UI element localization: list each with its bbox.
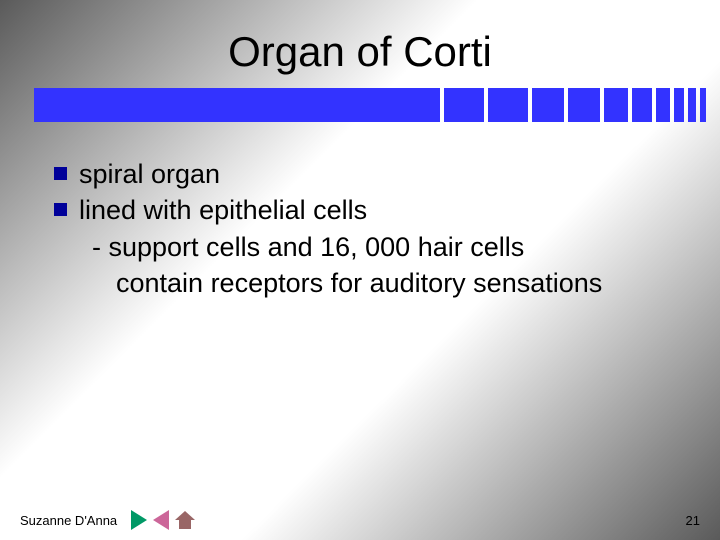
accent-bar-box	[674, 88, 684, 122]
bullet-item: lined with epithelial cells	[54, 192, 702, 228]
slide: Organ of Corti spiral organ lined with e…	[0, 0, 720, 540]
bullet-marker-icon	[54, 167, 67, 180]
bullet-text: lined with epithelial cells	[79, 192, 367, 228]
bullet-marker-icon	[54, 203, 67, 216]
accent-bar-box	[688, 88, 696, 122]
accent-bar-boxes	[440, 88, 706, 122]
accent-bar	[34, 88, 686, 122]
accent-bar-box	[568, 88, 600, 122]
accent-bar-box	[604, 88, 628, 122]
slide-title: Organ of Corti	[0, 28, 720, 76]
accent-bar-box	[532, 88, 564, 122]
slide-footer: Suzanne D'Anna 21	[20, 510, 700, 530]
accent-bar-box	[488, 88, 528, 122]
accent-bar-box	[700, 88, 706, 122]
home-icon[interactable]	[175, 511, 195, 529]
author-label: Suzanne D'Anna	[20, 513, 117, 528]
bullet-item: spiral organ	[54, 156, 702, 192]
nav-icons	[131, 510, 195, 530]
accent-bar-solid	[34, 88, 440, 122]
footer-left: Suzanne D'Anna	[20, 510, 195, 530]
bullet-text: spiral organ	[79, 156, 220, 192]
page-number: 21	[686, 513, 700, 528]
accent-bar-box	[632, 88, 652, 122]
subline-text: - support cells and 16, 000 hair cells	[54, 229, 702, 265]
slide-body: spiral organ lined with epithelial cells…	[54, 156, 702, 302]
accent-bar-box	[444, 88, 484, 122]
next-icon[interactable]	[131, 510, 147, 530]
prev-icon[interactable]	[153, 510, 169, 530]
accent-bar-box	[656, 88, 670, 122]
subline-text: contain receptors for auditory sensation…	[54, 265, 702, 301]
